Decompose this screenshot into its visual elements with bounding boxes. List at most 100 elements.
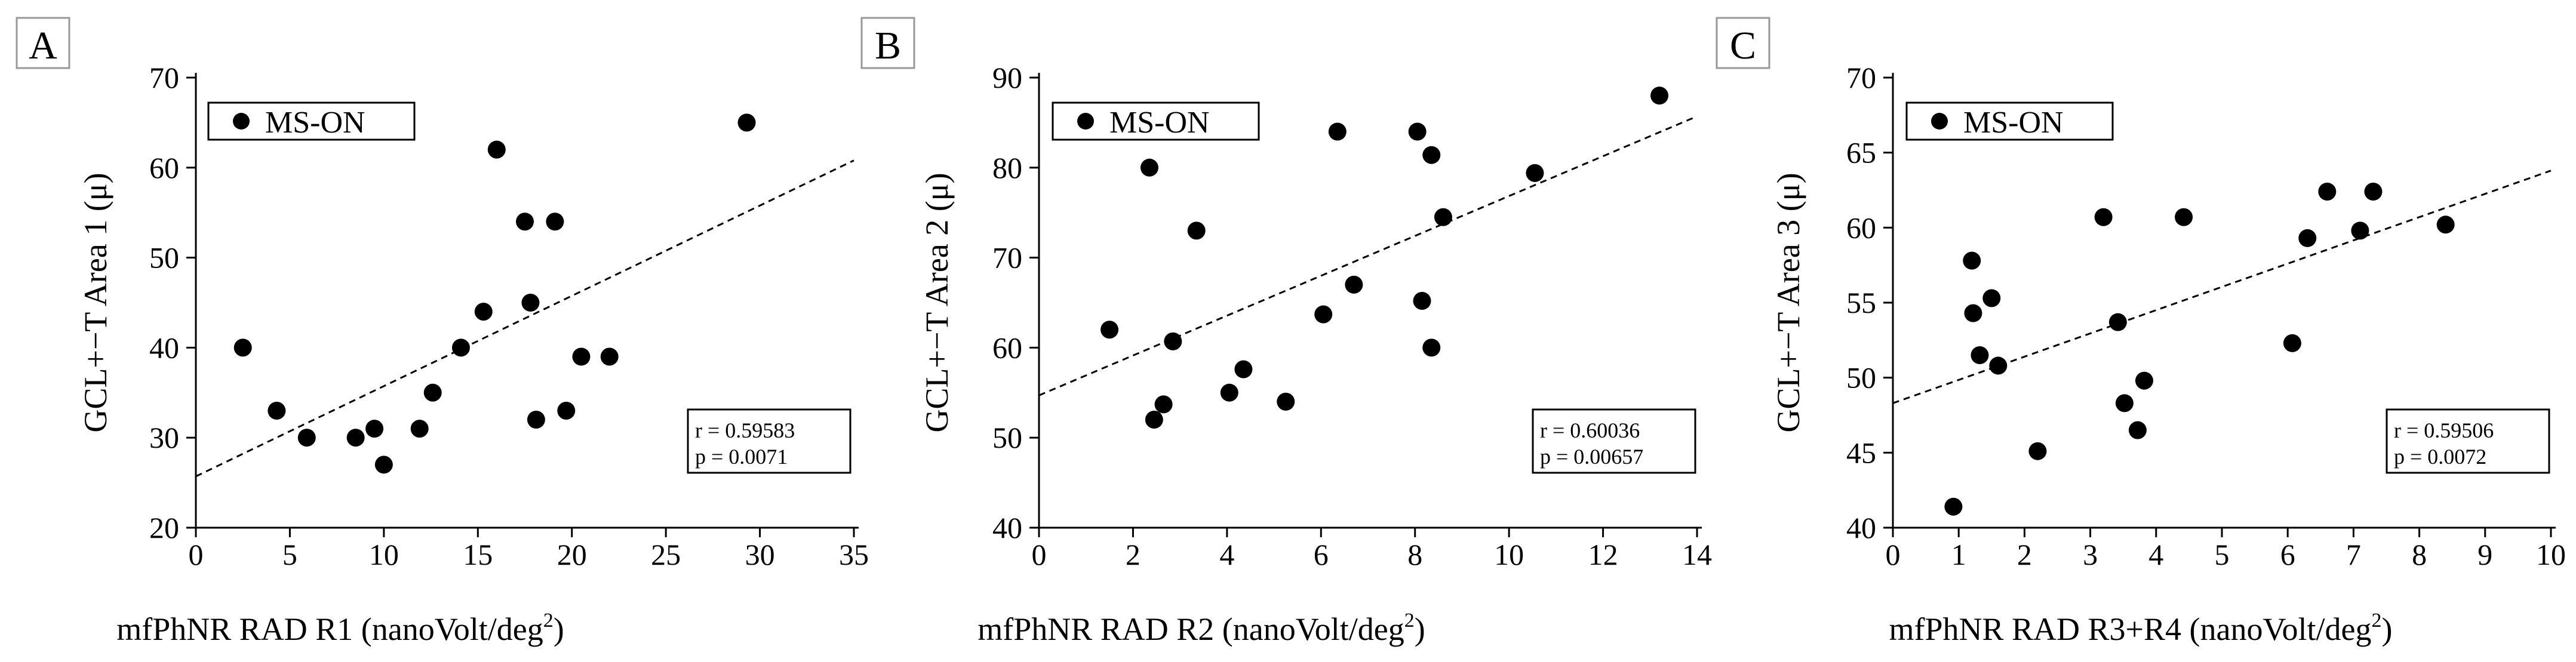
- legend-label: MS-ON: [1963, 106, 2064, 140]
- x-tick-label: 5: [282, 538, 297, 571]
- x-tick-label: 4: [1219, 538, 1234, 571]
- x-tick-label: 10: [2536, 538, 2566, 571]
- legend-marker: [1077, 113, 1094, 130]
- x-tick-label: 25: [651, 538, 681, 571]
- data-point: [2283, 334, 2301, 352]
- data-point: [374, 455, 393, 474]
- data-point: [268, 401, 286, 420]
- legend-marker: [1931, 113, 1948, 130]
- y-tick-label: 50: [992, 421, 1022, 454]
- data-point: [346, 429, 365, 447]
- panel-c: C GCL+−T Area 3 (μ) mfPhNR RAD R3+R4 (na…: [1716, 17, 2566, 647]
- data-point: [2298, 229, 2317, 247]
- stats-r: r = 0.59506: [2394, 418, 2494, 442]
- stats-r: r = 0.60036: [1540, 418, 1640, 442]
- axes: 0 2 4 6 8 10 12 14 40 50 60 70 80 90: [992, 61, 1712, 571]
- x-tick-label: 8: [1407, 538, 1422, 571]
- data-point: [527, 411, 545, 429]
- data-point: [297, 429, 316, 447]
- stats-box: r = 0.59506 p = 0.0072: [2386, 408, 2550, 474]
- x-tick-label: 7: [2346, 538, 2361, 571]
- stats-p: p = 0.0072: [2394, 445, 2486, 469]
- x-tick-label: 6: [1314, 538, 1329, 571]
- data-point: [2175, 208, 2193, 226]
- y-axis-label: GCL+−T Area 3 (μ): [1770, 173, 1806, 432]
- x-tick-label: 8: [2412, 538, 2427, 571]
- y-tick-label: 60: [1846, 211, 1876, 244]
- data-point: [474, 303, 493, 321]
- data-point: [1140, 158, 1158, 177]
- stats-box-frame: [2386, 408, 2550, 474]
- x-tick-label: 6: [2280, 538, 2295, 571]
- y-tick-label: 55: [1846, 286, 1876, 319]
- x-tick-label: 14: [1682, 538, 1712, 571]
- data-point: [423, 383, 442, 402]
- data-point: [2318, 183, 2337, 201]
- legend: MS-ON: [207, 101, 416, 141]
- data-point: [2351, 221, 2369, 240]
- y-tick-label: 70: [1846, 61, 1876, 94]
- legend: MS-ON: [1052, 101, 1260, 141]
- stats-box-frame: [687, 408, 852, 474]
- data-point: [2028, 442, 2047, 460]
- x-tick-label: 20: [557, 538, 587, 571]
- x-tick-label: 0: [1032, 538, 1047, 571]
- data-points: [233, 113, 756, 474]
- stats-box: r = 0.60036 p = 0.00657: [1532, 408, 1696, 474]
- data-point: [410, 420, 429, 438]
- x-tick-label: 35: [839, 538, 869, 571]
- data-point: [1277, 392, 1295, 411]
- data-point: [1526, 164, 1544, 182]
- data-point: [737, 113, 756, 132]
- data-point: [2436, 215, 2455, 234]
- data-point: [516, 213, 534, 231]
- data-point: [2094, 208, 2113, 226]
- data-point: [1422, 338, 1441, 357]
- regression-line: [1038, 115, 1698, 396]
- data-point: [1314, 305, 1333, 324]
- y-tick-label: 45: [1846, 436, 1876, 469]
- data-point: [1328, 122, 1347, 141]
- data-point: [1971, 346, 1989, 364]
- data-point: [365, 420, 384, 438]
- y-tick-label: 40: [149, 331, 179, 364]
- x-axis-label: mfPhNR RAD R1 (nanoVolt/deg2): [116, 609, 564, 647]
- regression-line: [195, 159, 854, 478]
- data-point: [1187, 221, 1206, 240]
- legend: MS-ON: [1905, 101, 2114, 141]
- data-point: [233, 338, 252, 357]
- y-tick-label: 80: [992, 151, 1022, 184]
- data-point: [1164, 332, 1182, 350]
- data-point: [1964, 304, 1982, 322]
- axes: 0 5 10 15 20 25 30 35 20 30 40 50 60 70: [149, 61, 869, 571]
- data-point: [451, 338, 470, 357]
- data-point: [1220, 383, 1238, 402]
- x-tick-label: 5: [2215, 538, 2230, 571]
- x-tick-label: 2: [2017, 538, 2032, 571]
- y-axis-label: GCL+−T Area 2 (μ): [919, 173, 955, 432]
- stats-r: r = 0.59583: [695, 418, 795, 442]
- data-point: [2108, 313, 2127, 331]
- data-point: [546, 213, 564, 231]
- y-tick-label: 30: [149, 421, 179, 454]
- stats-box-frame: [1532, 408, 1696, 474]
- x-tick-label: 0: [1886, 538, 1901, 571]
- panel-label-box: [1716, 17, 1770, 69]
- y-tick-label: 65: [1846, 136, 1876, 170]
- panel-label-box: [16, 17, 70, 69]
- data-point: [1408, 122, 1427, 141]
- data-point: [1345, 275, 1363, 294]
- data-point: [1234, 360, 1253, 378]
- y-tick-label: 50: [149, 241, 179, 275]
- panel-label: C: [1730, 24, 1756, 67]
- x-tick-label: 15: [463, 538, 493, 571]
- stats-p: p = 0.00657: [1540, 445, 1643, 469]
- panel-label: B: [875, 24, 901, 67]
- x-tick-label: 1: [1951, 538, 1966, 571]
- data-point: [1944, 497, 1963, 516]
- data-point: [2115, 394, 2134, 412]
- data-point: [1101, 321, 1119, 339]
- data-point: [2364, 183, 2383, 201]
- x-tick-label: 9: [2477, 538, 2492, 571]
